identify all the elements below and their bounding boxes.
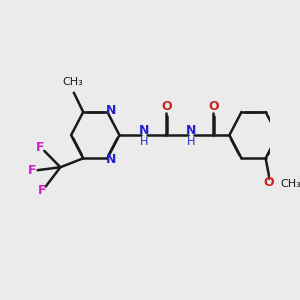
Text: CH₃: CH₃ bbox=[281, 179, 300, 189]
Text: N: N bbox=[139, 124, 150, 137]
Text: H: H bbox=[140, 137, 148, 147]
Text: N: N bbox=[186, 124, 196, 137]
Text: O: O bbox=[161, 100, 172, 113]
Text: H: H bbox=[187, 137, 196, 147]
Text: N: N bbox=[105, 104, 116, 117]
Text: O: O bbox=[263, 176, 274, 189]
Text: F: F bbox=[36, 141, 44, 154]
Text: CH₃: CH₃ bbox=[62, 77, 83, 87]
Text: O: O bbox=[208, 100, 219, 113]
Text: F: F bbox=[28, 164, 37, 177]
Text: N: N bbox=[105, 153, 116, 166]
Text: F: F bbox=[38, 184, 46, 197]
